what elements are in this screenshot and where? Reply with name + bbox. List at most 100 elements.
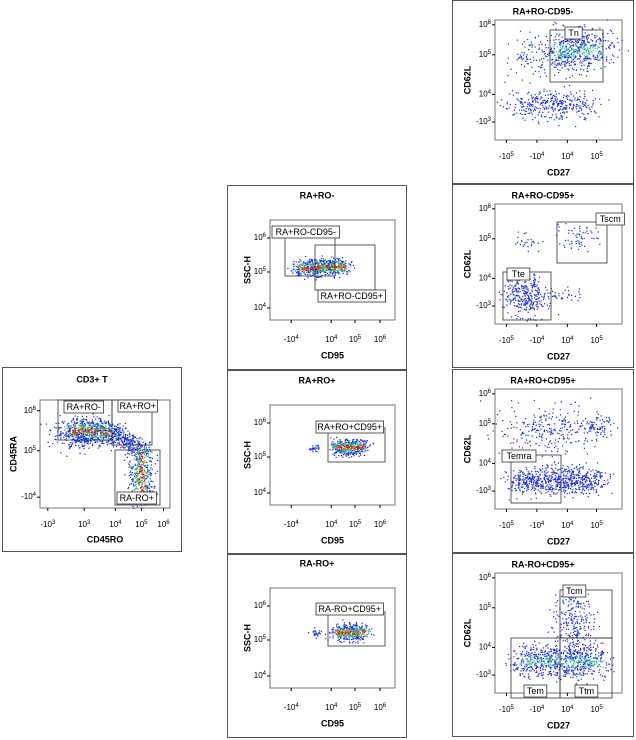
event-dot: [346, 445, 348, 447]
event-dot: [559, 54, 562, 56]
tick-label: -105: [499, 152, 515, 162]
panel: RA-RO+-104 104 105 106106105104CD95SSC-HRA-…: [227, 553, 407, 738]
event-dot: [522, 43, 524, 45]
tick-exp: 4: [541, 152, 545, 158]
event-dot: [99, 440, 101, 442]
event-dot: [127, 486, 130, 489]
event-dot: [599, 474, 601, 476]
event-dot: [89, 423, 91, 425]
event-dot: [109, 435, 111, 437]
event-dot: [98, 429, 100, 431]
event-dot: [68, 422, 70, 424]
event-dot: [133, 484, 135, 486]
event-dot: [292, 272, 294, 274]
event-dot: [140, 486, 142, 488]
event-dot: [552, 94, 554, 97]
tick-exp: 3: [87, 520, 91, 526]
event-dot: [320, 266, 322, 268]
event-dot: [105, 435, 107, 437]
event-dot: [573, 104, 575, 106]
event-dot: [579, 47, 582, 49]
event-dot: [317, 446, 319, 448]
event-dot: [564, 62, 566, 64]
event-dot: [567, 59, 569, 61]
event-dot: [571, 108, 573, 110]
event-dot: [544, 103, 546, 105]
event-dot: [532, 104, 534, 106]
event-dot: [141, 476, 143, 479]
event-dot: [136, 472, 138, 474]
event-dot: [340, 633, 342, 635]
event-dot: [153, 487, 155, 489]
event-dot: [312, 448, 315, 450]
event-dot: [138, 451, 140, 453]
event-dot: [584, 42, 586, 44]
event-dot: [328, 269, 330, 271]
event-dot: [301, 267, 303, 269]
event-dot: [531, 243, 533, 245]
event-dot: [330, 266, 332, 268]
event-dot: [555, 96, 557, 98]
event-dot: [100, 429, 102, 431]
event-dot: [129, 453, 131, 455]
event-dot: [582, 35, 584, 38]
event-dot: [135, 464, 137, 466]
event-dot: [535, 304, 537, 306]
event-dot: [311, 267, 314, 270]
event-dot: [351, 444, 353, 446]
event-dot: [119, 423, 121, 425]
event-dot: [76, 419, 78, 421]
event-dot: [543, 295, 545, 298]
event-dot: [538, 287, 540, 289]
event-dot: [577, 41, 579, 43]
event-dot: [100, 437, 102, 439]
event-dot: [351, 636, 353, 638]
event-dot: [332, 261, 334, 263]
event-dot: [588, 41, 590, 43]
event-dot: [308, 261, 310, 263]
event-dot: [349, 442, 351, 444]
y-axis-label: CD45RA: [8, 435, 18, 472]
event-dot: [147, 456, 149, 458]
event-dot: [104, 429, 106, 431]
event-dot: [100, 420, 102, 422]
tick-exp: 6: [166, 520, 170, 526]
event-dot: [517, 53, 519, 55]
event-dot: [91, 428, 93, 430]
event-dot: [101, 422, 104, 424]
panel-title: RA-RO+: [300, 558, 335, 568]
event-dot: [349, 625, 351, 627]
event-dot: [332, 270, 334, 272]
event-dot: [342, 444, 344, 446]
event-dot: [115, 425, 117, 428]
event-dot: [530, 284, 532, 286]
event-dot: [348, 639, 350, 641]
event-dot: [523, 65, 526, 68]
event-dot: [125, 428, 127, 430]
event-dot: [587, 55, 589, 57]
event-dot: [535, 294, 537, 296]
event-dot: [575, 103, 578, 105]
event-dot: [357, 628, 359, 630]
event-dot: [315, 633, 318, 635]
event-dot: [317, 272, 319, 274]
event-dot: [513, 109, 515, 111]
event-dot: [529, 45, 531, 47]
event-dot: [583, 40, 585, 42]
event-dot: [149, 473, 151, 475]
event-dot: [299, 264, 301, 266]
event-dot: [546, 107, 548, 109]
event-dot: [318, 268, 320, 270]
event-dot: [74, 444, 77, 446]
event-dot: [329, 261, 331, 263]
event-dot: [327, 261, 329, 263]
event-dot: [149, 441, 151, 443]
event-dot: [506, 62, 509, 64]
event-dot: [509, 284, 511, 286]
event-dot: [525, 60, 527, 62]
event-dot: [529, 31, 531, 33]
event-dot: [325, 638, 327, 640]
event-dot: [306, 271, 308, 273]
event-dot: [595, 227, 597, 229]
event-dot: [307, 276, 309, 278]
